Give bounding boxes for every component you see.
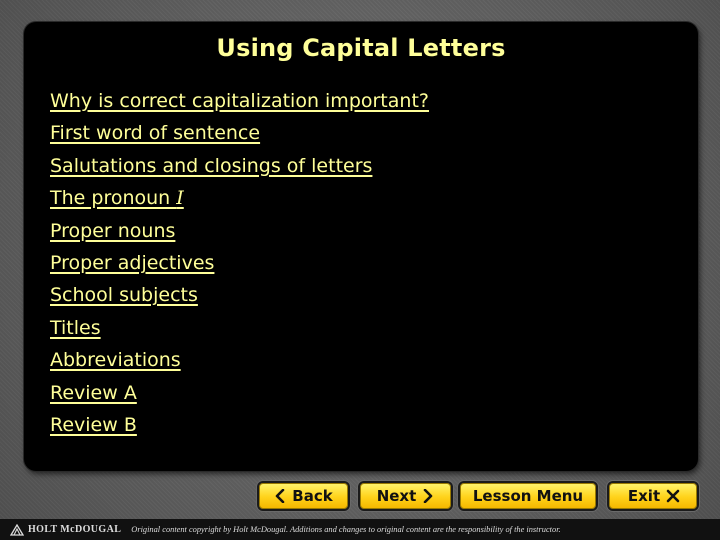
next-button-label: Next — [376, 487, 417, 505]
topic-link-abbreviations[interactable]: Abbreviations — [50, 349, 181, 372]
topic-link-review-b[interactable]: Review B — [50, 413, 137, 436]
topic-link-pronoun-i[interactable]: The pronoun I — [50, 187, 184, 209]
page-title: Using Capital Letters — [216, 34, 506, 62]
publisher-name: HOLT McDOUGAL — [28, 524, 122, 535]
topic-link-titles[interactable]: Titles — [50, 316, 101, 339]
list-item: Salutations and closings of letters — [50, 153, 429, 185]
lesson-menu-button[interactable]: Lesson Menu — [460, 483, 596, 509]
list-item: The pronoun I — [50, 185, 429, 217]
topic-link-proper-nouns[interactable]: Proper nouns — [50, 219, 176, 242]
next-button[interactable]: Next — [360, 483, 451, 509]
list-item: Abbreviations — [50, 347, 429, 379]
back-button[interactable]: Back — [259, 483, 348, 509]
list-item: Proper nouns — [50, 218, 429, 250]
footer-bar: HOLT McDOUGAL Original content copyright… — [0, 519, 720, 540]
list-item: Proper adjectives — [50, 250, 429, 282]
topic-link-proper-adjectives[interactable]: Proper adjectives — [50, 251, 215, 274]
topic-link-review-a[interactable]: Review A — [50, 381, 137, 404]
list-item: Review B — [50, 412, 429, 444]
close-icon — [666, 489, 680, 503]
chevron-right-icon — [422, 489, 434, 503]
content-panel: Using Capital Letters Why is correct cap… — [24, 22, 698, 471]
list-item: Why is correct capitalization important? — [50, 88, 429, 120]
topic-link-first-word[interactable]: First word of sentence — [50, 122, 261, 145]
list-item: First word of sentence — [50, 120, 429, 152]
chevron-left-icon — [274, 489, 286, 503]
pronoun-i-italic: I — [176, 187, 184, 210]
list-item: School subjects — [50, 282, 429, 314]
topic-link-why-capitalization[interactable]: Why is correct capitalization important? — [50, 90, 429, 112]
topic-link-salutations[interactable]: Salutations and closings of letters — [50, 154, 373, 177]
list-item: Titles — [50, 315, 429, 347]
publisher-logo-icon — [10, 523, 24, 536]
copyright-notice: Original content copyright by Holt McDou… — [131, 525, 561, 534]
exit-button-label: Exit — [627, 487, 661, 505]
lesson-menu-button-label: Lesson Menu — [472, 487, 584, 505]
publisher-logo: HOLT McDOUGAL — [10, 523, 122, 536]
topic-link-pronoun-label: The pronoun — [50, 187, 177, 210]
exit-button[interactable]: Exit — [609, 483, 697, 509]
list-item: Review A — [50, 380, 429, 412]
topic-list: Why is correct capitalization important?… — [50, 88, 429, 444]
topic-link-school-subjects[interactable]: School subjects — [50, 284, 198, 307]
back-button-label: Back — [292, 487, 333, 505]
